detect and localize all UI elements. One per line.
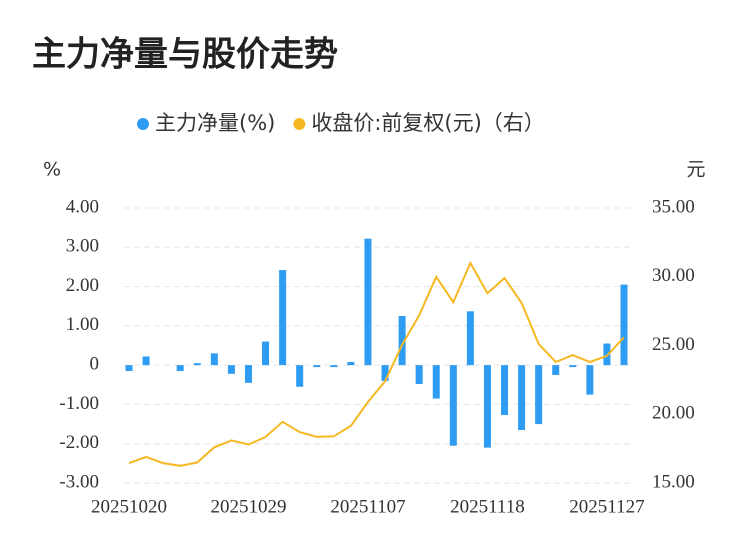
x-tick-label: 20251029 xyxy=(210,496,286,517)
bar xyxy=(569,365,577,368)
bar xyxy=(586,365,594,395)
bar xyxy=(381,365,389,381)
price-line xyxy=(128,260,625,467)
bar xyxy=(364,238,372,366)
y2-tick-label: 30.00 xyxy=(652,265,695,286)
chart-title: 主力净量与股价走势 xyxy=(32,35,338,75)
bar xyxy=(518,365,526,430)
y-tick-label: 1.00 xyxy=(66,314,99,335)
bar xyxy=(330,365,338,368)
bar xyxy=(432,365,440,399)
bar xyxy=(483,365,491,448)
legend-label: 主力净量(%) xyxy=(155,111,275,135)
y2-tick-label: 20.00 xyxy=(652,403,695,424)
y-tick-label: 4.00 xyxy=(66,196,99,217)
bar xyxy=(279,270,287,366)
y-tick-label: 3.00 xyxy=(66,236,99,257)
bar xyxy=(227,365,235,374)
y2-tick-label: 35.00 xyxy=(652,196,695,217)
bar xyxy=(620,284,628,366)
bar xyxy=(125,365,133,372)
bar xyxy=(535,365,543,425)
bar xyxy=(398,316,406,366)
bar xyxy=(244,365,252,383)
bar xyxy=(415,365,423,384)
y-tick-label: 0 xyxy=(90,354,100,375)
bar xyxy=(176,365,184,372)
y-tick-label: -1.00 xyxy=(59,393,99,414)
x-tick-label: 20251127 xyxy=(569,496,644,517)
bar xyxy=(210,353,218,366)
bar xyxy=(347,362,355,366)
bar xyxy=(466,311,474,366)
bar xyxy=(193,363,201,366)
y-tick-label: -2.00 xyxy=(59,432,99,453)
y-axis-label: % xyxy=(43,159,61,181)
bar xyxy=(449,365,457,446)
x-tick-label: 20251118 xyxy=(450,496,525,517)
x-tick-label: 20251107 xyxy=(330,496,405,517)
bar xyxy=(142,356,150,366)
bar xyxy=(552,365,560,375)
bar xyxy=(501,365,509,416)
y-tick-label: 2.00 xyxy=(66,275,99,296)
x-tick-label: 20251020 xyxy=(91,496,167,517)
legend-marker xyxy=(293,118,306,130)
y2-axis-label: 元 xyxy=(686,159,705,181)
y2-tick-label: 15.00 xyxy=(652,471,695,492)
y-tick-label: -3.00 xyxy=(59,471,99,492)
legend-marker xyxy=(137,118,149,130)
y2-tick-label: 25.00 xyxy=(652,334,695,355)
bar xyxy=(313,365,321,368)
legend-label: 收盘价:前复权(元)（右） xyxy=(311,111,544,135)
bar xyxy=(262,341,270,366)
bar xyxy=(296,365,304,387)
